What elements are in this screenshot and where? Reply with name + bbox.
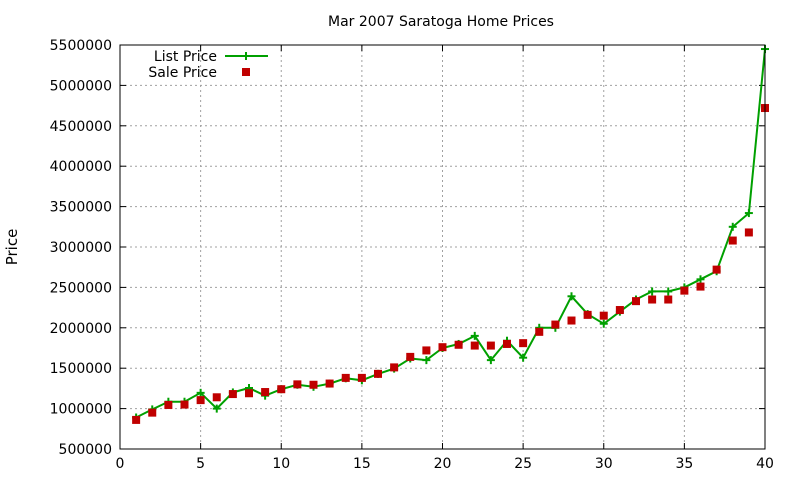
- list-price-point: [196, 388, 205, 397]
- sale-price-point: [470, 341, 479, 350]
- list-price-point: [567, 292, 576, 301]
- y-tick-label: 5500000: [50, 38, 112, 54]
- sale-price-point: [164, 400, 173, 409]
- series: [132, 45, 769, 424]
- legend-label-sale-price: Sale Price: [148, 65, 217, 81]
- sale-price-point: [196, 396, 205, 405]
- legend-swatch-sale-price: [242, 68, 250, 76]
- sale-price-point: [212, 393, 221, 402]
- y-tick-label: 5000000: [50, 78, 112, 94]
- sale-price-point: [132, 415, 141, 424]
- x-tick-label: 10: [272, 456, 290, 472]
- legend-swatch-list-price-marker: [242, 52, 250, 60]
- sale-price-point: [309, 380, 318, 389]
- grid: [120, 45, 765, 449]
- x-tick-label: 0: [116, 456, 125, 472]
- y-tick-label: 1000000: [50, 402, 112, 418]
- sale-price-point: [228, 390, 237, 399]
- chart-title: Mar 2007 Saratoga Home Prices: [328, 14, 554, 30]
- x-tick-label: 20: [434, 456, 452, 472]
- plot-border: [119, 44, 766, 450]
- list-price-point: [744, 209, 753, 218]
- sale-price-point: [261, 388, 270, 397]
- list-price-point: [212, 404, 221, 413]
- x-tick-label: 40: [756, 456, 774, 472]
- sale-price-point: [374, 369, 382, 378]
- sale-price-point: [325, 379, 334, 388]
- sale-price-point: [712, 265, 721, 274]
- sale-price-point: [486, 341, 495, 350]
- sale-price-point: [357, 373, 366, 382]
- sale-price-point: [567, 316, 576, 325]
- y-tick-label: 4000000: [50, 159, 112, 175]
- sale-price-point: [680, 286, 689, 295]
- sale-price-point: [503, 339, 511, 348]
- y-tick-label: 2000000: [50, 321, 112, 337]
- y-tick-label: 500000: [59, 442, 112, 458]
- sale-price-point: [535, 327, 544, 336]
- x-tick-label: 15: [353, 456, 371, 472]
- y-axis-label: Price: [3, 229, 21, 266]
- sale-price-point: [696, 282, 705, 291]
- sale-price-point: [664, 295, 673, 304]
- sale-price-point: [454, 340, 463, 349]
- x-tick-label: 25: [514, 456, 532, 472]
- sale-price-point: [438, 343, 447, 352]
- list-price-point: [519, 353, 528, 362]
- y-tick-label: 3500000: [50, 200, 112, 216]
- x-tick-label: 30: [595, 456, 613, 472]
- x-tick-label: 5: [196, 456, 205, 472]
- legend-label-list-price: List Price: [154, 49, 217, 65]
- sale-price-point: [180, 400, 189, 409]
- sale-price-point: [583, 310, 592, 319]
- sale-price-point: [341, 373, 350, 382]
- sale-price-point: [245, 389, 253, 398]
- list-price-point: [728, 222, 737, 231]
- sale-price-point: [390, 363, 399, 372]
- sale-price-point: [744, 228, 753, 237]
- axis-ticks: 500000 1000000 1500000 2000000 2500000 300000…: [50, 38, 774, 472]
- sale-price-point: [551, 320, 560, 329]
- y-tick-label: 2500000: [50, 280, 112, 296]
- list-price-line: [135, 48, 766, 419]
- sale-price-point: [406, 352, 415, 361]
- sale-price-point: [293, 380, 302, 389]
- x-tick-label: 35: [675, 456, 693, 472]
- sale-price-point: [615, 306, 624, 315]
- list-price-point: [486, 356, 495, 365]
- sale-price-point: [632, 297, 640, 306]
- sale-price-point: [599, 311, 608, 320]
- list-price-point: [664, 287, 673, 296]
- sale-price-point: [519, 339, 528, 348]
- list-price-point: [470, 331, 479, 340]
- sale-price-point: [422, 346, 431, 355]
- sale-price-point: [148, 408, 157, 417]
- y-tick-label: 3000000: [50, 240, 112, 256]
- list-price-point: [648, 287, 657, 296]
- sale-price-point: [728, 236, 737, 245]
- list-price-point: [696, 275, 705, 284]
- y-tick-label: 1500000: [50, 361, 112, 377]
- y-tick-label: 4500000: [50, 119, 112, 135]
- sale-price-point: [648, 295, 657, 304]
- list-price-point: [422, 356, 431, 365]
- sale-price-point: [277, 385, 286, 394]
- list-price-point: [599, 319, 608, 328]
